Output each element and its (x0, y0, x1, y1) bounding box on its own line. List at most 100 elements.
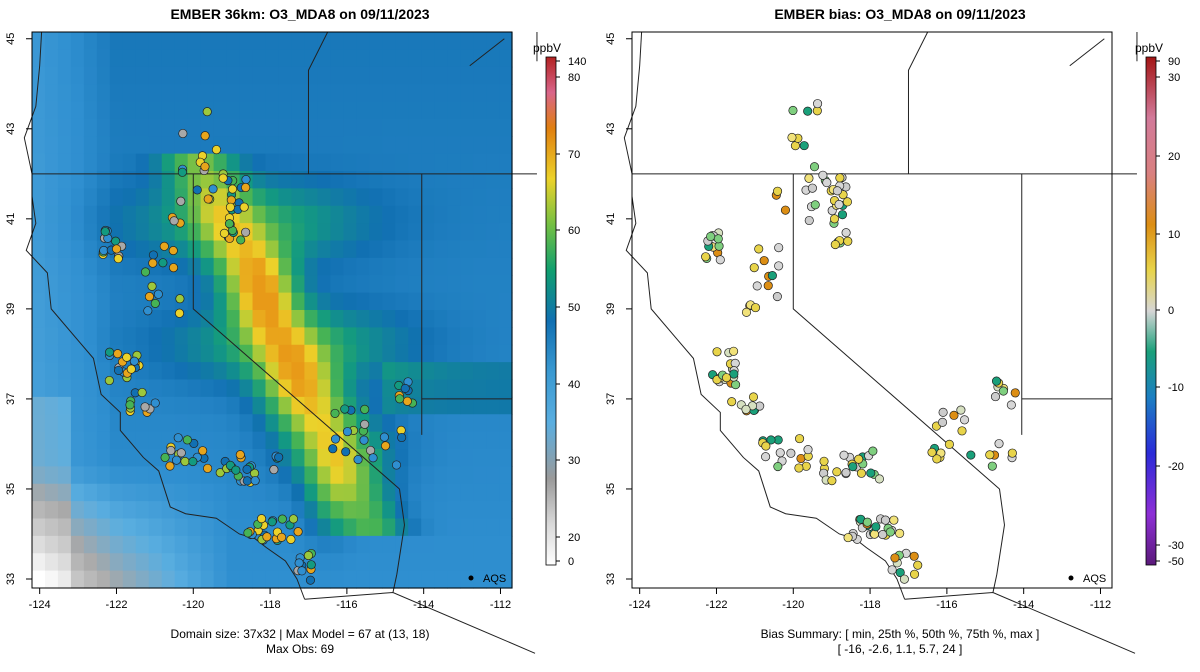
site-marker (841, 228, 851, 238)
site-marker (112, 244, 122, 254)
right-colorbar: ppbV 90 30 20 10 0 -10 -20 -30 -50 (1135, 41, 1184, 568)
site-marker (391, 460, 402, 470)
site-marker (269, 465, 279, 475)
site-marker (773, 186, 783, 196)
site-marker (804, 215, 814, 226)
site-marker (175, 294, 185, 304)
aqs-marker-label: AQS (483, 573, 506, 585)
site-marker (787, 132, 797, 143)
site-marker (160, 452, 170, 463)
site-marker (203, 463, 213, 473)
site-marker (241, 175, 251, 185)
y-tick-label: 39 (605, 303, 617, 315)
site-marker (866, 468, 876, 478)
x-tick-label: -120 (182, 599, 204, 611)
site-marker (236, 235, 246, 245)
aqs-marker-label: AQS (1083, 573, 1106, 585)
site-marker (730, 358, 740, 368)
y-tick-label: 33 (605, 573, 617, 585)
site-marker (998, 386, 1008, 396)
site-marker (178, 128, 188, 139)
site-marker (843, 236, 853, 246)
x-tick-label: -114 (1013, 599, 1034, 611)
state-boundaries (23, 31, 538, 654)
site-marker (242, 476, 252, 486)
site-marker (712, 347, 722, 357)
site-marker (794, 463, 804, 473)
site-marker (225, 202, 235, 212)
site-marker (173, 433, 183, 443)
site-marker (895, 567, 905, 578)
site-marker (305, 575, 315, 585)
site-marker (856, 468, 866, 478)
site-marker (140, 267, 151, 277)
site-marker (843, 533, 853, 543)
site-marker (147, 281, 157, 291)
site-marker (219, 228, 229, 238)
site-marker (890, 553, 900, 563)
left-caption-line2: Max Obs: 69 (265, 642, 335, 656)
site-marker (241, 227, 251, 237)
site-marker (200, 131, 210, 141)
site-marker (763, 281, 773, 291)
colorbar-tick-label: -30 (1168, 540, 1184, 552)
site-marker (887, 565, 897, 575)
site-marker (701, 252, 711, 262)
x-tick-label: -112 (490, 599, 511, 611)
site-marker (242, 464, 252, 474)
colorbar-tick-label: -50 (1168, 556, 1184, 568)
site-marker (227, 184, 238, 194)
right-panel: EMBER bias: O3_MDA8 on 09/11/2023 AQS -1… (600, 0, 1200, 672)
x-tick-label: -124 (629, 599, 651, 611)
site-marker (137, 387, 147, 398)
y-tick-label: 35 (5, 483, 17, 495)
site-marker (198, 446, 208, 456)
map-frame (631, 31, 1113, 589)
site-marker (166, 445, 176, 456)
site-marker (801, 461, 811, 471)
site-marker (328, 444, 338, 454)
site-marker (987, 461, 997, 471)
site-marker (1006, 400, 1016, 410)
site-marker (869, 529, 880, 539)
left-map-svg: AQS -124 -122 -120 -118 -116 -114 -112 33 35 37 39… (5, 31, 586, 654)
colorbar-tick-label: 80 (568, 72, 580, 84)
site-marker (830, 240, 840, 250)
site-marker (169, 216, 179, 226)
site-marker (297, 566, 307, 576)
site-marker (126, 364, 136, 374)
site-marker (767, 271, 777, 281)
site-marker (741, 307, 752, 317)
site-marker (832, 467, 842, 477)
site-marker (766, 435, 776, 445)
site-marker (100, 227, 110, 237)
site-marker (827, 476, 837, 486)
site-marker (729, 369, 739, 379)
site-marker (211, 145, 222, 155)
site-marker (400, 383, 410, 393)
colorbar-tick-label: 40 (568, 379, 580, 391)
site-marker (402, 396, 412, 406)
site-marker (192, 185, 202, 195)
site-marker (991, 376, 1002, 386)
site-marker (140, 402, 150, 412)
model-grid (32, 32, 513, 589)
site-marker (104, 375, 114, 386)
site-marker (158, 258, 168, 268)
site-marker (188, 457, 198, 467)
site-marker (165, 461, 175, 471)
site-marker (959, 415, 970, 425)
site-marker (171, 455, 182, 465)
site-marker (144, 292, 155, 302)
site-marker (729, 346, 739, 356)
colorbar-tick-label: 90 (1168, 56, 1180, 68)
site-marker (774, 243, 784, 253)
left-colorbar-unit: ppbV (533, 41, 561, 55)
site-marker (818, 170, 828, 180)
site-marker (706, 231, 716, 242)
site-marker (761, 452, 771, 462)
site-marker (837, 210, 848, 220)
y-tick-label: 37 (605, 393, 617, 405)
site-marker (775, 448, 785, 458)
site-marker (752, 281, 762, 291)
